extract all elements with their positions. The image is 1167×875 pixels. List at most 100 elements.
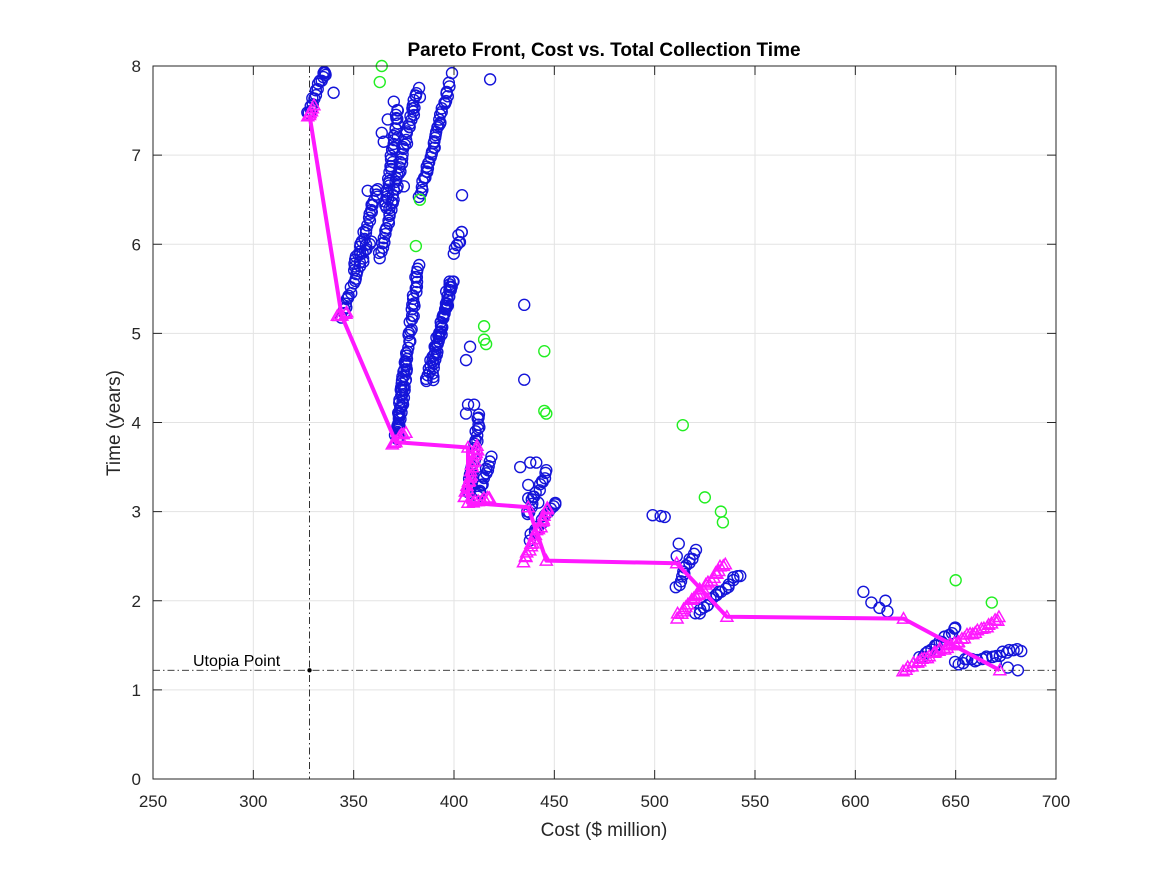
- dominated-solution-marker: [459, 353, 473, 367]
- dominated-solution-marker: [438, 307, 451, 320]
- dominated-solution-marker: [426, 355, 439, 368]
- pareto-front-line: [307, 114, 1001, 673]
- outlier-solution-marker: [409, 239, 423, 253]
- pareto-solution-marker: [529, 522, 544, 536]
- dominated-solution-marker: [434, 319, 448, 333]
- pareto-solution-marker: [460, 439, 476, 453]
- dominated-solution-marker: [342, 289, 355, 302]
- dominated-solution-marker: [381, 113, 394, 126]
- pareto-solution-marker: [719, 609, 735, 623]
- dominated-solution-marker: [989, 649, 1003, 663]
- dominated-solution-marker: [443, 275, 456, 288]
- y-tick-label: 5: [132, 324, 141, 343]
- outlier-solution-marker: [698, 491, 712, 504]
- dominated-solution-marker: [385, 143, 399, 156]
- dominated-solution-marker: [402, 341, 415, 354]
- dominated-solution-marker: [1011, 664, 1025, 677]
- y-tick-label: 0: [132, 770, 141, 789]
- pareto-solution-marker: [692, 586, 707, 599]
- dominated-solution-marker: [319, 68, 332, 82]
- chart-title: Pareto Front, Cost vs. Total Collection …: [407, 40, 800, 61]
- dominated-solution-marker: [734, 569, 747, 583]
- dominated-solution-marker: [452, 228, 465, 242]
- dominated-solution-marker: [427, 373, 440, 387]
- dominated-solution-marker: [948, 621, 962, 634]
- dominated-solution-marker: [421, 162, 435, 175]
- pareto-solution-marker: [463, 468, 479, 481]
- dominated-solution-marker: [533, 484, 546, 497]
- dominated-solution-marker: [408, 101, 421, 114]
- pareto-solution-marker: [716, 558, 731, 572]
- dominated-solution-marker: [349, 272, 362, 285]
- dominated-solution-marker: [522, 478, 535, 492]
- pareto-solution-marker: [302, 107, 317, 121]
- pareto-solution-marker: [482, 490, 497, 504]
- y-tick-label: 4: [132, 414, 141, 433]
- pareto-solution-marker: [525, 535, 541, 549]
- dominated-solution-marker: [386, 155, 399, 169]
- dominated-solutions: [301, 65, 1028, 677]
- pareto-solution-marker: [388, 434, 404, 448]
- dominated-solution-marker: [399, 133, 413, 147]
- dominated-solution-marker: [450, 238, 464, 252]
- pareto-solution-marker: [339, 304, 354, 318]
- x-tick-label: 600: [841, 792, 869, 811]
- pareto-solution-marker: [951, 634, 966, 648]
- utopia-point-label: Utopia Point: [193, 653, 281, 670]
- pareto-solution-marker: [992, 662, 1008, 676]
- pareto-solution-marker: [984, 615, 999, 629]
- dominated-solution-marker: [518, 373, 531, 386]
- pareto-solution-marker: [698, 576, 714, 590]
- dominated-solution-marker: [459, 407, 473, 420]
- dominated-solution-marker: [379, 227, 392, 241]
- dominated-solution-marker: [455, 225, 468, 239]
- pareto-solution-marker: [704, 573, 719, 586]
- x-tick-label: 650: [941, 792, 969, 811]
- pareto-solution-marker: [688, 588, 703, 602]
- dominated-solution-marker: [361, 184, 374, 197]
- dominated-solution-marker: [396, 148, 409, 161]
- dominated-solution-marker: [410, 275, 424, 289]
- dominated-solution-marker: [514, 460, 527, 474]
- dominated-solution-marker: [471, 434, 484, 448]
- dominated-solution-marker: [433, 113, 446, 126]
- dominated-solution-marker: [476, 478, 489, 491]
- dominated-solution-marker: [428, 141, 441, 154]
- utopia-point-marker: [307, 668, 312, 673]
- x-tick-label: 550: [741, 792, 769, 811]
- dominated-solution-marker: [376, 241, 390, 254]
- dominated-solution-marker: [435, 105, 448, 119]
- ticks: 250 300 350 400 450 500 550 600 650 700 0 1 2 3 4 5 6 7 8: [132, 57, 1071, 811]
- dominated-solution-marker: [674, 575, 688, 588]
- dominated-solution-marker: [327, 86, 340, 99]
- dominated-solution-marker: [479, 462, 493, 475]
- pareto-solution-marker: [535, 511, 551, 525]
- pareto-solution-marker: [465, 454, 481, 468]
- dominated-solution-marker: [309, 89, 323, 102]
- outlier-solution-marker: [540, 407, 553, 420]
- dominated-solution-marker: [1015, 644, 1028, 658]
- pareto-solution-marker: [460, 481, 475, 495]
- dominated-solution-marker: [873, 601, 886, 615]
- dominated-solution-marker: [549, 496, 562, 510]
- dominated-solution-marker: [405, 323, 418, 336]
- dominated-solution-marker: [646, 508, 659, 522]
- pareto-solution-marker: [469, 441, 484, 455]
- dominated-solution-marker: [658, 510, 671, 524]
- outlier-solution-marker: [716, 516, 730, 529]
- x-tick-label: 300: [239, 792, 267, 811]
- outlier-solution-marker: [676, 418, 689, 432]
- dominated-solution-marker: [379, 199, 392, 212]
- dominated-solution-marker: [445, 66, 459, 80]
- dominated-solution-marker: [375, 126, 388, 140]
- dominated-solution-marker: [383, 174, 396, 188]
- x-tick-label: 400: [440, 792, 468, 811]
- pareto-solution-marker: [910, 655, 925, 668]
- pareto-solution-marker: [306, 97, 322, 111]
- pareto-solution-marker: [896, 611, 911, 624]
- outlier-solution-marker: [477, 320, 491, 333]
- dominated-solution-marker: [413, 258, 426, 272]
- pareto-solution-marker: [469, 438, 485, 452]
- dominated-solution-marker: [483, 73, 497, 86]
